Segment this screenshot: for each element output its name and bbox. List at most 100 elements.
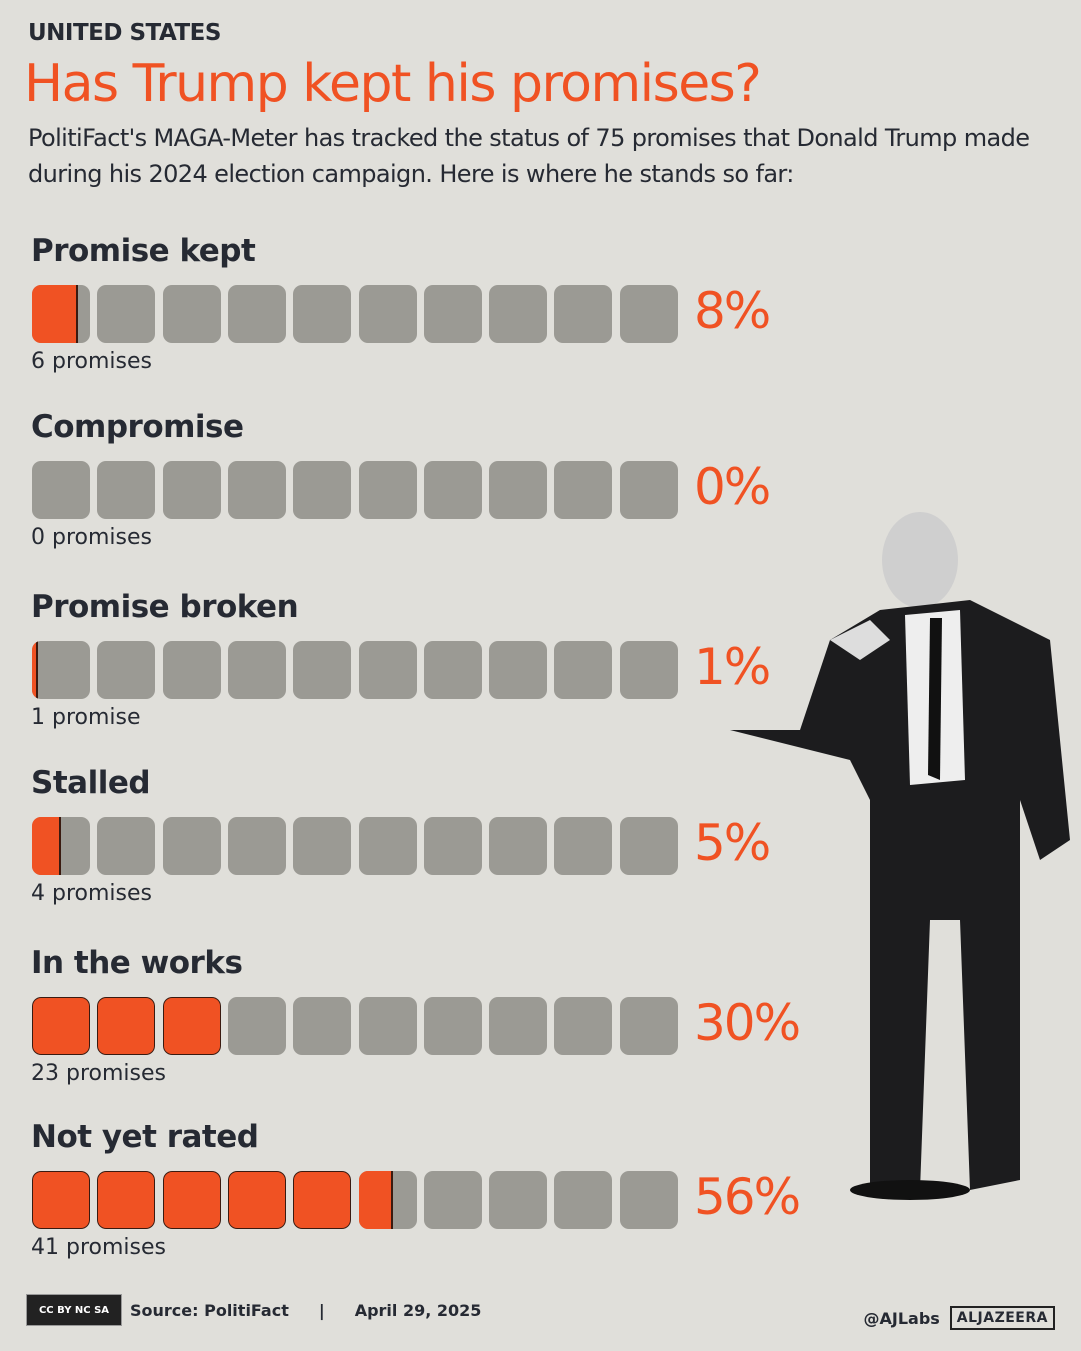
- waffle-block: [358, 1171, 417, 1229]
- waffle-block: [554, 641, 613, 699]
- waffle-block: [554, 997, 613, 1055]
- waffle-block: [227, 817, 286, 875]
- value-label: 5%: [694, 814, 771, 872]
- bar-fill: [97, 997, 156, 1055]
- waffle-block: [293, 1171, 352, 1229]
- waffle-block: [554, 1171, 613, 1229]
- waffle-block: [619, 817, 678, 875]
- page-title: Has Trump kept his promises?: [24, 54, 762, 114]
- waffle-block: [162, 285, 221, 343]
- trump-photo: [730, 512, 1070, 1200]
- waffle-block: [423, 641, 482, 699]
- waffle-block: [97, 641, 156, 699]
- category-label: Stalled: [31, 765, 151, 801]
- waffle-block: [489, 461, 548, 519]
- waffle-block: [162, 641, 221, 699]
- bar-fill: [32, 1171, 90, 1229]
- bar-fill: [162, 1171, 221, 1229]
- value-label: 1%: [694, 638, 771, 696]
- waffle-block: [554, 461, 613, 519]
- waffle-block: [619, 285, 678, 343]
- waffle-block: [554, 285, 613, 343]
- waffle-block: [227, 1171, 286, 1229]
- date: April 29, 2025: [354, 1300, 482, 1320]
- waffle-block: [619, 461, 678, 519]
- promise-count: 23 promises: [31, 1061, 166, 1086]
- branding: @AJLabs ALJAZEERA: [863, 1306, 1055, 1330]
- waffle-block: [358, 997, 417, 1055]
- category-label: Compromise: [31, 409, 244, 445]
- value-label: 56%: [694, 1168, 801, 1226]
- waffle-block: [358, 285, 417, 343]
- waffle-block: [293, 817, 352, 875]
- value-label: 0%: [694, 458, 771, 516]
- waffle-block: [423, 817, 482, 875]
- promise-count: 6 promises: [31, 349, 152, 374]
- waffle-block: [97, 285, 156, 343]
- waffle-block: [619, 997, 678, 1055]
- waffle-block: [162, 997, 221, 1055]
- waffle-block: [423, 1171, 482, 1229]
- value-label: 30%: [694, 994, 801, 1052]
- waffle-block: [97, 817, 156, 875]
- waffle-block: [32, 641, 90, 699]
- waffle-block: [293, 641, 352, 699]
- category-label: In the works: [31, 945, 243, 981]
- aljazeera-logo: ALJAZEERA: [949, 1306, 1055, 1330]
- waffle-block: [554, 817, 613, 875]
- waffle-block: [97, 461, 156, 519]
- footer: CC BY NC SA Source: PolitiFact | April 2…: [26, 1293, 481, 1327]
- waffle-block: [619, 1171, 678, 1229]
- waffle-block: [489, 1171, 548, 1229]
- waffle-block: [32, 817, 90, 875]
- waffle-block: [32, 1171, 90, 1229]
- waffle-block: [489, 641, 548, 699]
- waffle-block: [293, 285, 352, 343]
- waffle-block: [423, 997, 482, 1055]
- waffle-block: [97, 1171, 156, 1229]
- waffle-block: [227, 285, 286, 343]
- kicker: UNITED STATES: [28, 20, 221, 46]
- handle: @AJLabs: [863, 1308, 940, 1328]
- waffle-block: [423, 461, 482, 519]
- waffle-block: [162, 817, 221, 875]
- waffle-block: [162, 461, 221, 519]
- waffle-block: [489, 997, 548, 1055]
- promise-count: 1 promise: [31, 705, 141, 730]
- waffle-block: [162, 1171, 221, 1229]
- bar-fill: [32, 641, 38, 699]
- value-label: 8%: [694, 282, 771, 340]
- promise-count: 0 promises: [31, 525, 152, 550]
- waffle-block: [293, 997, 352, 1055]
- waffle-block: [32, 285, 90, 343]
- bar-fill: [32, 817, 61, 875]
- waffle-block: [227, 997, 286, 1055]
- waffle-block: [32, 997, 90, 1055]
- source: Source: PolitiFact: [130, 1300, 289, 1320]
- waffle-block: [358, 817, 417, 875]
- waffle-block: [489, 285, 548, 343]
- separator: |: [318, 1300, 325, 1320]
- category-label: Promise broken: [31, 589, 299, 625]
- waffle-block: [619, 641, 678, 699]
- waffle-block: [293, 461, 352, 519]
- bar-fill: [293, 1171, 352, 1229]
- waffle-block: [423, 285, 482, 343]
- bar-fill: [162, 997, 221, 1055]
- subtitle: PolitiFact's MAGA-Meter has tracked the …: [28, 124, 1030, 188]
- promise-count: 41 promises: [31, 1235, 166, 1260]
- waffle-block: [358, 461, 417, 519]
- bar-fill: [358, 1171, 394, 1229]
- waffle-block: [358, 641, 417, 699]
- waffle-block: [227, 641, 286, 699]
- promise-count: 4 promises: [31, 881, 152, 906]
- waffle-block: [97, 997, 156, 1055]
- bar-fill: [227, 1171, 286, 1229]
- waffle-block: [32, 461, 90, 519]
- bar-fill: [32, 997, 90, 1055]
- category-label: Not yet rated: [31, 1119, 259, 1155]
- bar-fill: [32, 285, 79, 343]
- waffle-block: [227, 461, 286, 519]
- waffle-block: [489, 817, 548, 875]
- category-label: Promise kept: [31, 233, 256, 269]
